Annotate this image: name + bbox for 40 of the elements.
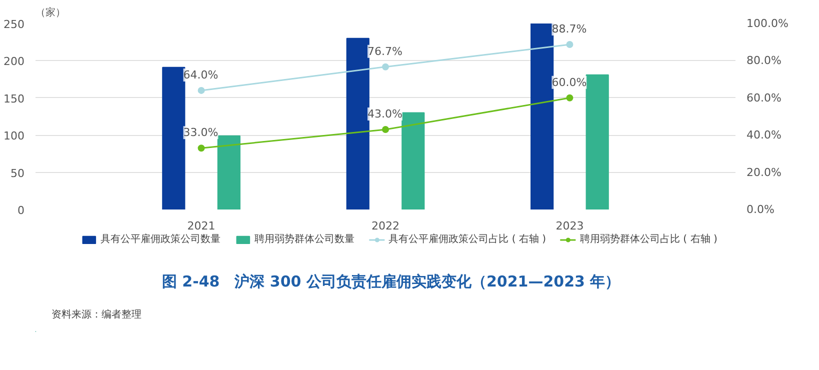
point — [566, 94, 574, 102]
data-label: 43.0% — [368, 108, 402, 121]
bar — [346, 38, 370, 210]
data-label: 33.0% — [183, 126, 218, 140]
point — [198, 144, 205, 152]
y-tick-label: 200 — [4, 55, 25, 68]
data-label: 76.7% — [368, 44, 402, 58]
bar — [530, 24, 554, 210]
y-tick-label: 100 — [4, 130, 25, 143]
point — [382, 63, 389, 70]
legend-label: 具有公平雇佣政策公司数量 — [100, 232, 221, 246]
y-tick-label: 150 — [4, 92, 25, 106]
y-axis-title: （家） — [36, 6, 66, 18]
y-tick-label: 50 — [10, 166, 25, 180]
y-tick-label: 250 — [4, 18, 25, 31]
y2-tick-label: 60.0% — [746, 91, 782, 104]
data-label: 64.0% — [183, 68, 218, 82]
text: 资料来源：编者整理 — [52, 308, 142, 320]
bar — [162, 66, 186, 210]
y2-tick-label: 40.0% — [746, 128, 782, 142]
y2-tick-label: 100.0% — [746, 17, 788, 30]
x-tick-label: 2023 — [556, 220, 584, 232]
point — [382, 126, 389, 134]
bar — [217, 135, 240, 210]
data-label: 88.7% — [552, 22, 587, 36]
y2-tick-label: 80.0% — [746, 54, 782, 68]
legend-label: 聘用弱势群体公司占比 ( 右轴 ) — [580, 232, 718, 246]
x-tick-label: 2021 — [187, 220, 216, 232]
point — [566, 41, 574, 48]
x-tick-label: 2022 — [372, 220, 400, 232]
text: 图 2-48 沪深 300 公司负责任雇佣实践变化（2021—2023 年） — [162, 272, 620, 290]
bar — [586, 74, 609, 210]
bar — [402, 112, 425, 210]
legend-label: 聘用弱势群体公司数量 — [254, 232, 355, 246]
point — [198, 86, 205, 94]
y2-tick-label: 20.0% — [746, 166, 782, 179]
data-label: 60.0% — [552, 76, 587, 89]
legend-label: 具有公平雇佣政策公司占比 ( 右轴 ) — [388, 232, 546, 246]
y-tick-label: 0 — [18, 204, 24, 217]
y2-tick-label: 0.0% — [746, 203, 774, 216]
